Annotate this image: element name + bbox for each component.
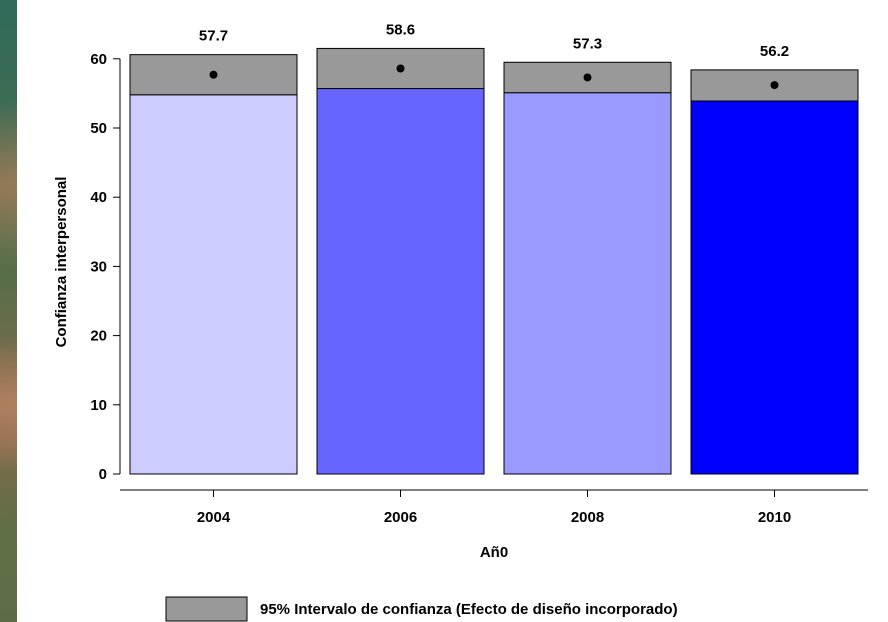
y-tick-label: 20 bbox=[90, 328, 107, 345]
bars-group: 57.7 58.6 57.3 56.2 bbox=[129, 21, 859, 475]
y-tick-label: 10 bbox=[90, 397, 107, 414]
y-tick-label: 60 bbox=[90, 51, 107, 68]
data-label-2008: 57.3 bbox=[573, 35, 602, 52]
axes: 0 10 20 30 40 50 60 2004 2006 2008 2010 bbox=[90, 51, 868, 526]
x-tick-label-2004: 2004 bbox=[197, 509, 231, 526]
y-tick-label: 40 bbox=[90, 189, 107, 206]
y-tick-label: 0 bbox=[99, 466, 107, 483]
data-label-2010: 56.2 bbox=[760, 43, 789, 60]
bar-2010 bbox=[690, 100, 859, 475]
mean-point-2006 bbox=[396, 64, 405, 73]
bar-2008 bbox=[503, 92, 672, 475]
mean-point-2004 bbox=[209, 70, 218, 79]
y-tick-label: 50 bbox=[90, 120, 107, 137]
mean-point-2010 bbox=[770, 81, 779, 90]
data-label-2006: 58.6 bbox=[386, 21, 415, 38]
bar-2004 bbox=[129, 94, 298, 475]
y-tick-label: 30 bbox=[90, 258, 107, 275]
x-tick-label-2006: 2006 bbox=[384, 509, 417, 526]
x-tick-label-2008: 2008 bbox=[571, 509, 604, 526]
bar-2006 bbox=[316, 88, 485, 475]
legend-label: 95% Intervalo de confianza (Efecto de di… bbox=[260, 601, 678, 618]
x-tick-label-2010: 2010 bbox=[758, 509, 791, 526]
data-label-2004: 57.7 bbox=[199, 28, 228, 45]
x-axis-title: Añ0 bbox=[480, 544, 508, 561]
legend-swatch bbox=[165, 596, 248, 622]
mean-point-2008 bbox=[583, 73, 592, 82]
legend: 95% Intervalo de confianza (Efecto de di… bbox=[165, 596, 678, 622]
y-axis-title: Confianza interpersonal bbox=[53, 177, 70, 348]
